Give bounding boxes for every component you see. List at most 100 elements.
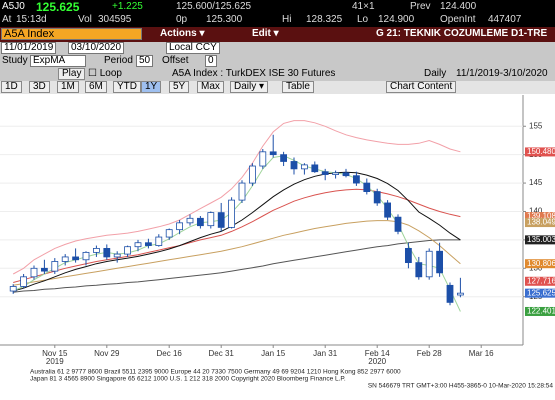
period-tab[interactable]: 3D bbox=[29, 81, 50, 93]
candle-body bbox=[446, 284, 454, 303]
bid-ask: 125.600/125.625 bbox=[176, 1, 252, 12]
range-row: 11/01/2019 03/10/2020 Local CCY bbox=[0, 42, 555, 55]
price-tag-label: 138.049 bbox=[527, 218, 555, 227]
time: 15:13d bbox=[16, 14, 47, 25]
price-tag-label: 135.003 bbox=[527, 235, 555, 244]
price-tag bbox=[525, 276, 555, 286]
y-tick-label: 145 bbox=[529, 178, 543, 187]
candle-body bbox=[82, 251, 90, 261]
actions-menu[interactable]: Actions ▾ bbox=[160, 28, 205, 39]
candle-body bbox=[404, 248, 412, 264]
period-tab[interactable]: 1Y bbox=[141, 81, 162, 93]
period-tab[interactable]: 1D bbox=[1, 81, 22, 93]
period-input[interactable]: 50 bbox=[136, 55, 154, 67]
candle-body bbox=[311, 164, 319, 173]
candle-body bbox=[196, 217, 204, 227]
candle-body bbox=[217, 212, 225, 228]
description: A5A Index : TurkDEX ISE 30 Futures bbox=[172, 68, 336, 79]
toolbar: A5A Index Actions ▾ Edit ▾ G 21: TEKNIK … bbox=[0, 27, 555, 42]
x-tick-label: Jan 31 bbox=[313, 349, 338, 358]
period-tab[interactable]: 5Y bbox=[169, 81, 190, 93]
period-tab[interactable]: 6M bbox=[85, 81, 107, 93]
price-tag bbox=[525, 218, 555, 228]
x-tick-label: Feb 28 bbox=[417, 349, 442, 358]
candle-body bbox=[342, 172, 350, 177]
x-tick-label: Feb 14 bbox=[365, 349, 390, 358]
candle-body bbox=[93, 248, 100, 253]
candle-body bbox=[124, 246, 131, 255]
quote-row-1: A5J0 125.625 +1.225 125.600/125.625 41×1… bbox=[0, 0, 555, 14]
year-label: 2020 bbox=[368, 357, 386, 366]
quote-row-2: At 15:13d Vol 304595 0p 125.300 Hi 128.3… bbox=[0, 14, 555, 27]
moving-average bbox=[13, 188, 461, 283]
candle-body bbox=[30, 267, 38, 278]
period-tab[interactable]: YTD bbox=[113, 81, 141, 93]
footer-line: Australia 61 2 9777 8600 Brazil 5511 239… bbox=[30, 369, 401, 376]
x-tick-label: Dec 16 bbox=[157, 349, 183, 358]
offset-input[interactable]: 0 bbox=[205, 55, 217, 67]
candle-body bbox=[259, 151, 267, 167]
vol: 304595 bbox=[98, 14, 132, 25]
candle-body bbox=[134, 242, 142, 248]
x-tick-label: Nov 15 bbox=[42, 349, 68, 358]
frequency-menu[interactable]: Daily ▾ bbox=[230, 81, 269, 93]
candle-body bbox=[61, 256, 69, 262]
ticker: A5J0 bbox=[2, 1, 25, 12]
start-date[interactable]: 11/01/2019 bbox=[1, 42, 57, 54]
candle-body bbox=[144, 242, 152, 246]
candle-body bbox=[352, 175, 360, 184]
price-tag-label: 127.716 bbox=[527, 276, 555, 285]
vol-label: Vol bbox=[78, 14, 92, 25]
candle-body bbox=[415, 262, 423, 278]
candle-body bbox=[103, 248, 111, 258]
loop-checkbox[interactable]: ☐ Loop bbox=[88, 68, 122, 79]
candle-body bbox=[280, 154, 288, 162]
play-button[interactable]: Play bbox=[58, 68, 86, 80]
period-tab[interactable]: 1M bbox=[57, 81, 79, 93]
moving-average bbox=[13, 155, 461, 312]
edit-menu[interactable]: Edit ▾ bbox=[252, 28, 279, 39]
period-tab[interactable]: Max bbox=[197, 81, 224, 93]
candle-body bbox=[238, 182, 246, 201]
price-tag-label: 130.806 bbox=[527, 259, 555, 268]
candle-body bbox=[394, 216, 402, 232]
y-tick-label: 155 bbox=[529, 121, 543, 130]
candle-body bbox=[363, 182, 371, 192]
study-input[interactable]: ExpMA bbox=[30, 55, 86, 67]
x-tick-label: Dec 31 bbox=[209, 349, 235, 358]
table-button[interactable]: Table bbox=[282, 81, 314, 93]
candle-body bbox=[207, 212, 215, 227]
at-label: At bbox=[2, 14, 12, 25]
candle-body bbox=[373, 191, 381, 204]
study-row: Study ExpMA Period 50 Offset 0 bbox=[0, 55, 555, 68]
moving-average bbox=[13, 171, 461, 292]
candle-body bbox=[186, 217, 194, 224]
period-label: Period bbox=[104, 55, 133, 66]
price-tag bbox=[525, 306, 555, 316]
op-label: 0p bbox=[176, 14, 188, 25]
x-tick-label: Jan 15 bbox=[261, 349, 286, 358]
prev-label: Prev bbox=[410, 1, 431, 12]
frequency: Daily bbox=[424, 68, 447, 79]
candle-body bbox=[155, 236, 163, 246]
last: 125.625 bbox=[36, 0, 80, 14]
candle-body bbox=[113, 253, 121, 258]
price-tag-label: 139.108 bbox=[527, 212, 555, 221]
candle-body bbox=[321, 171, 329, 175]
candle-body bbox=[165, 229, 173, 238]
security-input[interactable]: A5A Index bbox=[1, 28, 142, 40]
candle-body bbox=[9, 286, 17, 292]
moving-average bbox=[13, 220, 461, 286]
chart-content-button[interactable]: Chart Content bbox=[386, 81, 457, 93]
lo: 124.900 bbox=[378, 14, 415, 25]
hi-label: Hi bbox=[282, 14, 292, 25]
year-label: 2019 bbox=[46, 357, 64, 366]
candle-body bbox=[436, 250, 444, 274]
currency[interactable]: Local CCY bbox=[166, 42, 220, 54]
size: 41×1 bbox=[352, 1, 375, 12]
price-tag bbox=[525, 259, 555, 269]
candle-body bbox=[384, 202, 392, 218]
end-date[interactable]: 03/10/2020 bbox=[68, 42, 125, 54]
oi: 447407 bbox=[488, 14, 522, 25]
